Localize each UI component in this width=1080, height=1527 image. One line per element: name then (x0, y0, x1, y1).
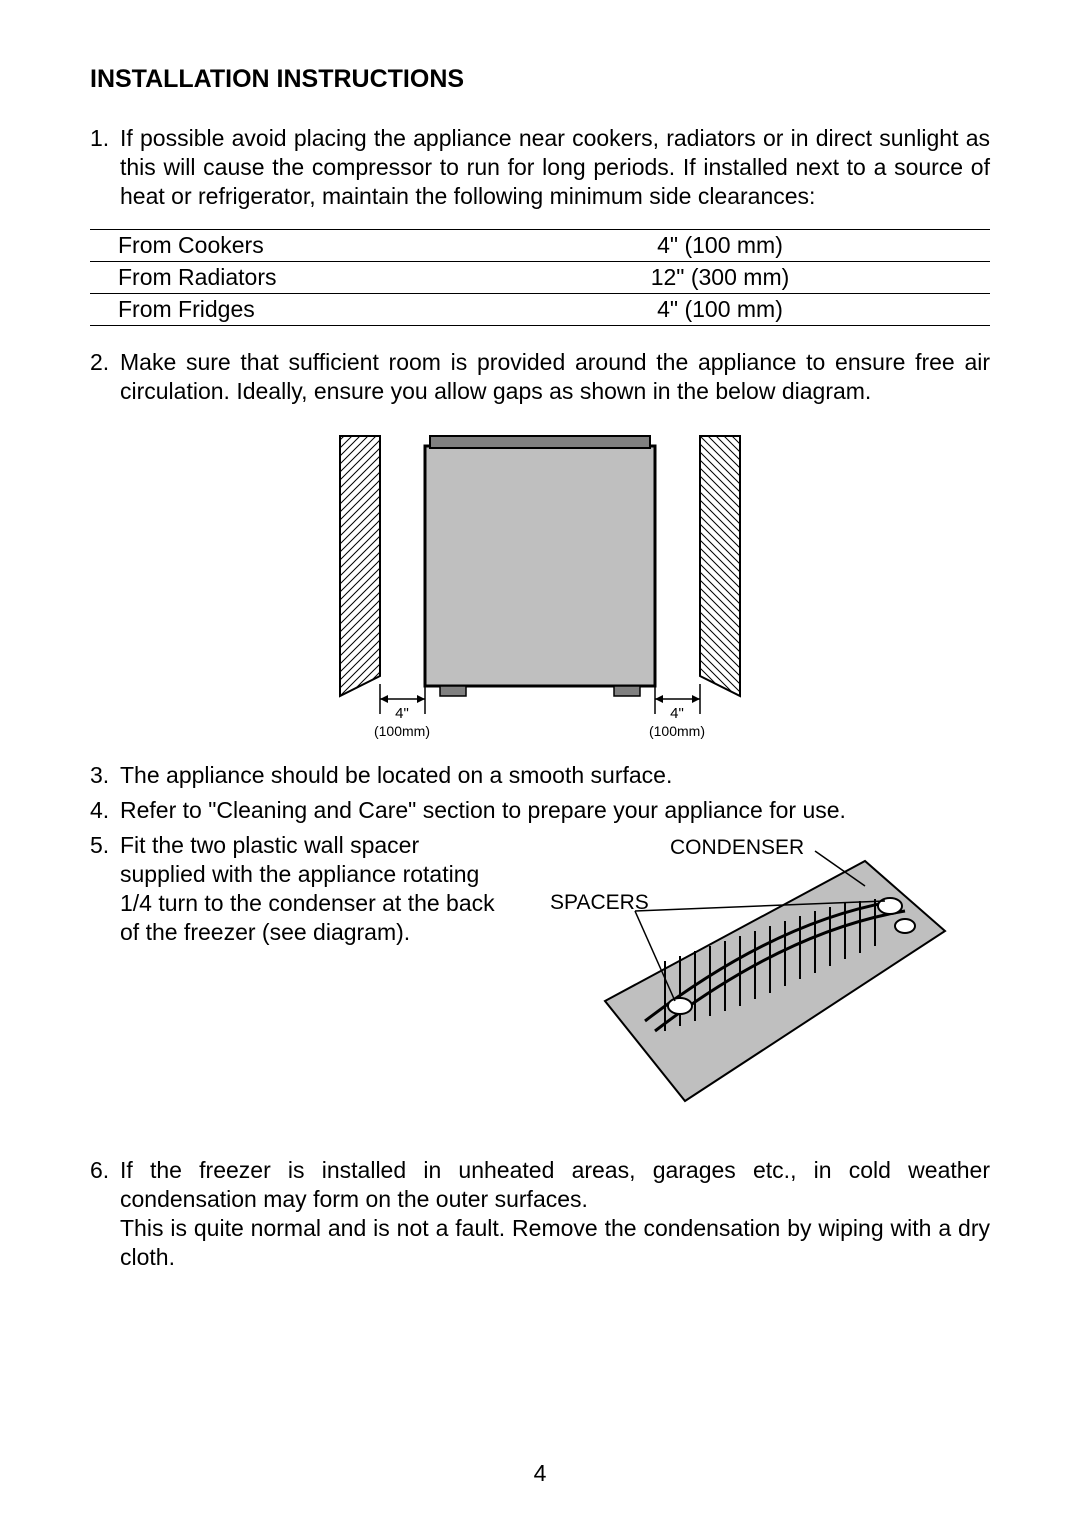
list-number: 3. (90, 761, 120, 790)
table-row: From Fridges 4" (100 mm) (90, 293, 990, 325)
list-text: If possible avoid placing the appliance … (120, 124, 990, 211)
list-text-line: This is quite normal and is not a fault.… (120, 1215, 990, 1270)
table-cell-label: From Radiators (90, 261, 570, 293)
list-text: If the freezer is installed in unheated … (120, 1156, 990, 1272)
table-cell-value: 4" (100 mm) (570, 293, 870, 325)
list-item-6: 6. If the freezer is installed in unheat… (90, 1156, 990, 1272)
list-item-3: 3. The appliance should be located on a … (90, 761, 990, 790)
table-cell-value: 12" (300 mm) (570, 261, 870, 293)
list-number: 6. (90, 1156, 120, 1272)
list-text: The appliance should be located on a smo… (120, 761, 990, 790)
dim-right-mm: (100mm) (649, 723, 705, 739)
table-cell-label: From Cookers (90, 229, 570, 261)
table-cell-label: From Fridges (90, 293, 570, 325)
list-item-4: 4. Refer to "Cleaning and Care" section … (90, 796, 990, 825)
dim-left-mm: (100mm) (374, 723, 430, 739)
list-text-line: If the freezer is installed in unheated … (120, 1157, 990, 1212)
dim-right: 4" (670, 705, 684, 722)
condenser-label: CONDENSER (670, 836, 804, 860)
table-cell-value: 4" (100 mm) (570, 229, 870, 261)
clearance-table: From Cookers 4" (100 mm) From Radiators … (90, 229, 990, 326)
section-heading: INSTALLATION INSTRUCTIONS (90, 65, 990, 94)
list-text: Make sure that sufficient room is provid… (120, 348, 990, 406)
table-row: From Cookers 4" (100 mm) (90, 229, 990, 261)
list-number: 4. (90, 796, 120, 825)
spacers-label: SPACERS (550, 891, 649, 915)
list-item-1: 1. If possible avoid placing the applian… (90, 124, 990, 211)
clearance-diagram: 4" 4" (100mm) (100mm) (90, 426, 990, 751)
list-item-2: 2. Make sure that sufficient room is pro… (90, 348, 990, 406)
list-number: 1. (90, 124, 120, 211)
list-text: Fit the two plastic wall spacer supplied… (120, 831, 500, 947)
list-item-5: 5. Fit the two plastic wall spacer suppl… (90, 831, 500, 947)
dim-left: 4" (395, 705, 409, 722)
table-row: From Radiators 12" (300 mm) (90, 261, 990, 293)
list-number: 5. (90, 831, 120, 947)
condenser-diagram: CONDENSER SPACERS (520, 831, 990, 1136)
page-number: 4 (0, 1460, 1080, 1487)
list-item-5-row: 5. Fit the two plastic wall spacer suppl… (90, 831, 990, 1136)
list-text: Refer to "Cleaning and Care" section to … (120, 796, 990, 825)
list-number: 2. (90, 348, 120, 406)
